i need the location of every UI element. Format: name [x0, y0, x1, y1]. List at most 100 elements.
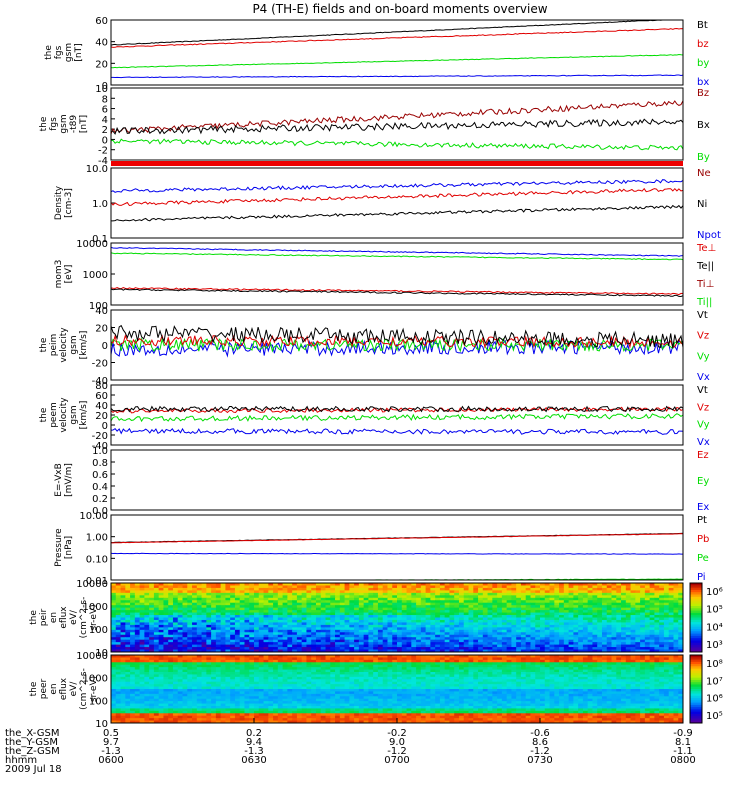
spectrogram-cell: [234, 600, 241, 604]
spectrogram-cell: [125, 587, 131, 591]
spectrogram-cell: [211, 597, 217, 601]
spectrogram-cell: [597, 597, 603, 601]
spectrogram-cell: [525, 612, 531, 616]
spectrogram-cell: [296, 647, 303, 651]
spectrogram-cell: [573, 612, 579, 616]
spectrogram-cell: [282, 615, 288, 618]
spectrogram-cell: [635, 644, 641, 648]
spectrogram-cell: [506, 590, 512, 594]
spectrogram-cell: [630, 674, 636, 678]
spectrogram-cell: [597, 659, 603, 663]
spectrogram-cell: [192, 642, 198, 646]
spectrogram-cell: [211, 624, 217, 628]
y-tick-label: 40: [95, 401, 108, 412]
spectrogram-cell: [115, 642, 122, 646]
spectrogram-cell: [325, 592, 331, 596]
spectrogram-cell: [287, 655, 293, 658]
spectrogram-cell: [659, 624, 665, 628]
spectrogram-cell: [458, 597, 465, 601]
y-tick-label: 0: [102, 421, 108, 432]
legend-entry: Ne: [697, 168, 711, 179]
spectrogram-cell: [373, 612, 379, 616]
spectrogram-cell: [458, 629, 465, 633]
spectrogram-cell: [168, 655, 174, 658]
spectrogram-cell: [187, 615, 193, 618]
spectrogram-cell: [182, 644, 188, 648]
spectrogram-cell: [487, 607, 493, 611]
spectrogram-cell: [196, 657, 203, 661]
spectrogram-cell: [311, 595, 317, 599]
spectrogram-cell: [601, 674, 608, 678]
spectrogram-cell: [506, 605, 512, 609]
spectrogram-cell: [387, 587, 393, 591]
spectrogram-cell: [292, 681, 298, 685]
spectrogram-cell: [544, 634, 551, 638]
spectrogram-cell: [678, 655, 684, 658]
spectrogram-cell: [458, 583, 465, 586]
y-axis-label-line: fgs: [49, 117, 59, 131]
spectrogram-cell: [478, 679, 484, 683]
spectrogram-cell: [230, 637, 236, 641]
spectrogram-cell: [482, 595, 489, 599]
spectrogram-cell: [406, 624, 412, 628]
spectrogram-cell: [563, 627, 570, 631]
spectrogram-cell: [315, 662, 322, 666]
spectrogram-cell: [196, 667, 203, 671]
spectrogram-cell: [115, 662, 122, 666]
spectrogram-cell: [549, 590, 555, 594]
spectrogram-cell: [263, 585, 269, 589]
spectrogram-cell: [306, 617, 312, 621]
spectrogram-cell: [339, 600, 346, 604]
spectrogram-cell: [287, 595, 293, 599]
spectrogram-cell: [668, 600, 674, 604]
spectrogram-cell: [325, 669, 331, 673]
spectrogram-cell: [549, 605, 555, 609]
spectrogram-cell: [225, 672, 231, 675]
spectrogram-cell: [630, 597, 636, 601]
spectrogram-cell: [601, 585, 608, 589]
spectrogram-cell: [516, 617, 522, 621]
spectrogram-cell: [296, 655, 303, 658]
spectrogram-cell: [172, 617, 179, 621]
spectrogram-cell: [516, 664, 522, 668]
spectrogram-cell: [482, 667, 489, 671]
spectrogram-cell: [478, 662, 484, 666]
spectrogram-cell: [411, 642, 417, 646]
panel-5: the peim velocity gsm [km/s]40200-20-40VtVzV…: [39, 306, 710, 387]
spectrogram-cell: [368, 605, 374, 609]
spectrogram-cell: [277, 590, 284, 594]
spectrogram-cell: [401, 619, 408, 623]
spectrogram-cell: [354, 679, 360, 683]
spectrogram-cell: [244, 634, 250, 638]
spectrogram-cell: [373, 600, 379, 604]
spectrogram-cell: [139, 597, 145, 601]
spectrogram-cell: [458, 662, 465, 666]
spectrogram-cell: [373, 659, 379, 663]
spectrogram-cell: [392, 639, 398, 643]
spectrogram-cell: [649, 597, 655, 601]
spectrogram-cell: [430, 642, 436, 646]
spectrogram-cell: [439, 600, 446, 604]
spectrogram-cell: [301, 672, 307, 675]
spectrogram-cell: [435, 617, 441, 621]
spectrogram-cell: [621, 672, 627, 675]
spectrogram-cell: [511, 679, 517, 683]
spectrogram-cell: [625, 622, 632, 626]
spectrogram-cell: [153, 667, 160, 671]
spectrogram-cell: [192, 637, 198, 641]
spectrogram-cell: [530, 592, 536, 596]
spectrogram-cell: [444, 667, 450, 671]
spectrogram-cell: [268, 657, 274, 661]
spectrogram-cell: [601, 637, 608, 641]
spectrogram-cell: [549, 647, 555, 651]
spectrogram-cell: [144, 583, 150, 586]
spectrogram-cell: [597, 602, 603, 606]
spectrogram-cell: [339, 607, 346, 611]
spectrogram-cell: [363, 639, 369, 643]
spectrogram-cell: [525, 669, 531, 673]
spectrogram-cell: [468, 592, 474, 596]
spectrogram-cell: [335, 583, 341, 586]
spectrogram-cell: [468, 610, 474, 614]
spectrogram-cell: [463, 644, 469, 648]
spectrogram-cell: [296, 597, 303, 601]
